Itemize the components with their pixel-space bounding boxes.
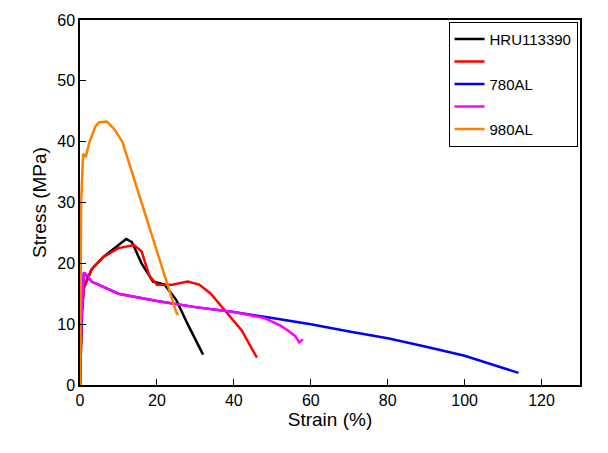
svg-text:20: 20	[148, 392, 166, 409]
svg-text:120: 120	[528, 392, 555, 409]
svg-text:40: 40	[57, 133, 75, 150]
svg-text:10: 10	[57, 316, 75, 333]
svg-text:0: 0	[66, 377, 75, 394]
svg-text:60: 60	[302, 392, 320, 409]
svg-text:60: 60	[57, 12, 75, 29]
svg-text:Strain (%): Strain (%)	[288, 409, 372, 430]
svg-text:780AL: 780AL	[490, 76, 533, 93]
svg-text:80: 80	[379, 392, 397, 409]
svg-text:0: 0	[76, 392, 85, 409]
svg-text:50: 50	[57, 72, 75, 89]
svg-text:40: 40	[225, 392, 243, 409]
svg-text:100: 100	[451, 392, 478, 409]
svg-text:20: 20	[57, 255, 75, 272]
svg-text:980AL: 980AL	[490, 121, 533, 138]
svg-text:Stress (MPa): Stress (MPa)	[29, 147, 50, 258]
svg-text:30: 30	[57, 194, 75, 211]
svg-text:HRU113390: HRU113390	[490, 31, 571, 48]
